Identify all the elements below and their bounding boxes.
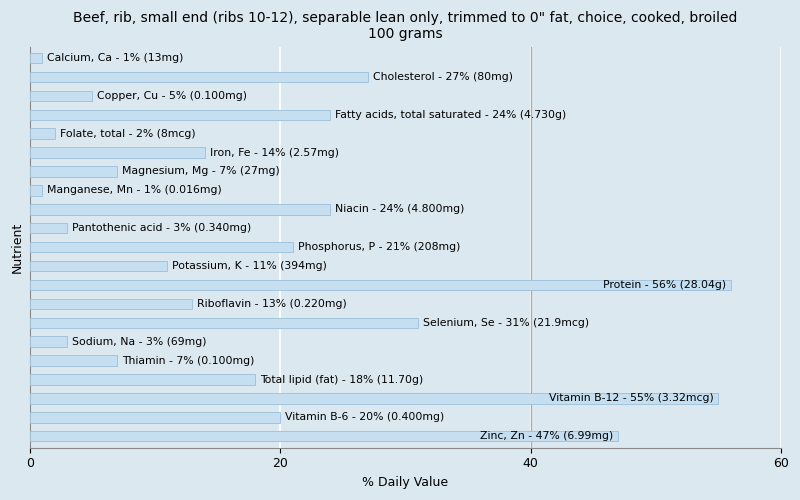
- Text: Phosphorus, P - 21% (208mg): Phosphorus, P - 21% (208mg): [298, 242, 460, 252]
- Text: Zinc, Zn - 47% (6.99mg): Zinc, Zn - 47% (6.99mg): [480, 432, 613, 442]
- Bar: [30, 148, 205, 158]
- Bar: [30, 356, 118, 366]
- Text: Riboflavin - 13% (0.220mg): Riboflavin - 13% (0.220mg): [198, 299, 347, 309]
- Bar: [30, 242, 293, 252]
- Text: Folate, total - 2% (8mcg): Folate, total - 2% (8mcg): [60, 128, 195, 138]
- Bar: [30, 110, 330, 120]
- Bar: [30, 261, 167, 271]
- Bar: [30, 204, 330, 214]
- Text: Pantothenic acid - 3% (0.340mg): Pantothenic acid - 3% (0.340mg): [72, 223, 251, 233]
- Y-axis label: Nutrient: Nutrient: [11, 222, 24, 273]
- Bar: [30, 53, 42, 63]
- Bar: [30, 166, 118, 176]
- Bar: [30, 72, 368, 82]
- Text: Iron, Fe - 14% (2.57mg): Iron, Fe - 14% (2.57mg): [210, 148, 339, 158]
- Bar: [30, 90, 92, 101]
- Text: Vitamin B-12 - 55% (3.32mcg): Vitamin B-12 - 55% (3.32mcg): [549, 394, 714, 404]
- Text: Copper, Cu - 5% (0.100mg): Copper, Cu - 5% (0.100mg): [98, 91, 247, 101]
- Text: Fatty acids, total saturated - 24% (4.730g): Fatty acids, total saturated - 24% (4.73…: [335, 110, 566, 120]
- Text: Calcium, Ca - 1% (13mg): Calcium, Ca - 1% (13mg): [47, 53, 183, 63]
- Text: Vitamin B-6 - 20% (0.400mg): Vitamin B-6 - 20% (0.400mg): [285, 412, 444, 422]
- Bar: [30, 280, 731, 290]
- Text: Niacin - 24% (4.800mg): Niacin - 24% (4.800mg): [335, 204, 465, 214]
- Text: Magnesium, Mg - 7% (27mg): Magnesium, Mg - 7% (27mg): [122, 166, 280, 176]
- Bar: [30, 185, 42, 196]
- Bar: [30, 374, 255, 384]
- Text: Sodium, Na - 3% (69mg): Sodium, Na - 3% (69mg): [72, 336, 206, 346]
- Text: Protein - 56% (28.04g): Protein - 56% (28.04g): [602, 280, 726, 290]
- Text: Thiamin - 7% (0.100mg): Thiamin - 7% (0.100mg): [122, 356, 254, 366]
- Bar: [30, 336, 67, 347]
- Text: Potassium, K - 11% (394mg): Potassium, K - 11% (394mg): [173, 261, 327, 271]
- X-axis label: % Daily Value: % Daily Value: [362, 476, 448, 489]
- Text: Total lipid (fat) - 18% (11.70g): Total lipid (fat) - 18% (11.70g): [260, 374, 423, 384]
- Text: Cholesterol - 27% (80mg): Cholesterol - 27% (80mg): [373, 72, 513, 82]
- Bar: [30, 298, 193, 309]
- Bar: [30, 223, 67, 234]
- Bar: [30, 431, 618, 442]
- Bar: [30, 318, 418, 328]
- Text: Selenium, Se - 31% (21.9mcg): Selenium, Se - 31% (21.9mcg): [423, 318, 589, 328]
- Bar: [30, 128, 54, 139]
- Bar: [30, 393, 718, 404]
- Text: Manganese, Mn - 1% (0.016mg): Manganese, Mn - 1% (0.016mg): [47, 186, 222, 196]
- Bar: [30, 412, 280, 422]
- Title: Beef, rib, small end (ribs 10-12), separable lean only, trimmed to 0" fat, choic: Beef, rib, small end (ribs 10-12), separ…: [73, 11, 738, 42]
